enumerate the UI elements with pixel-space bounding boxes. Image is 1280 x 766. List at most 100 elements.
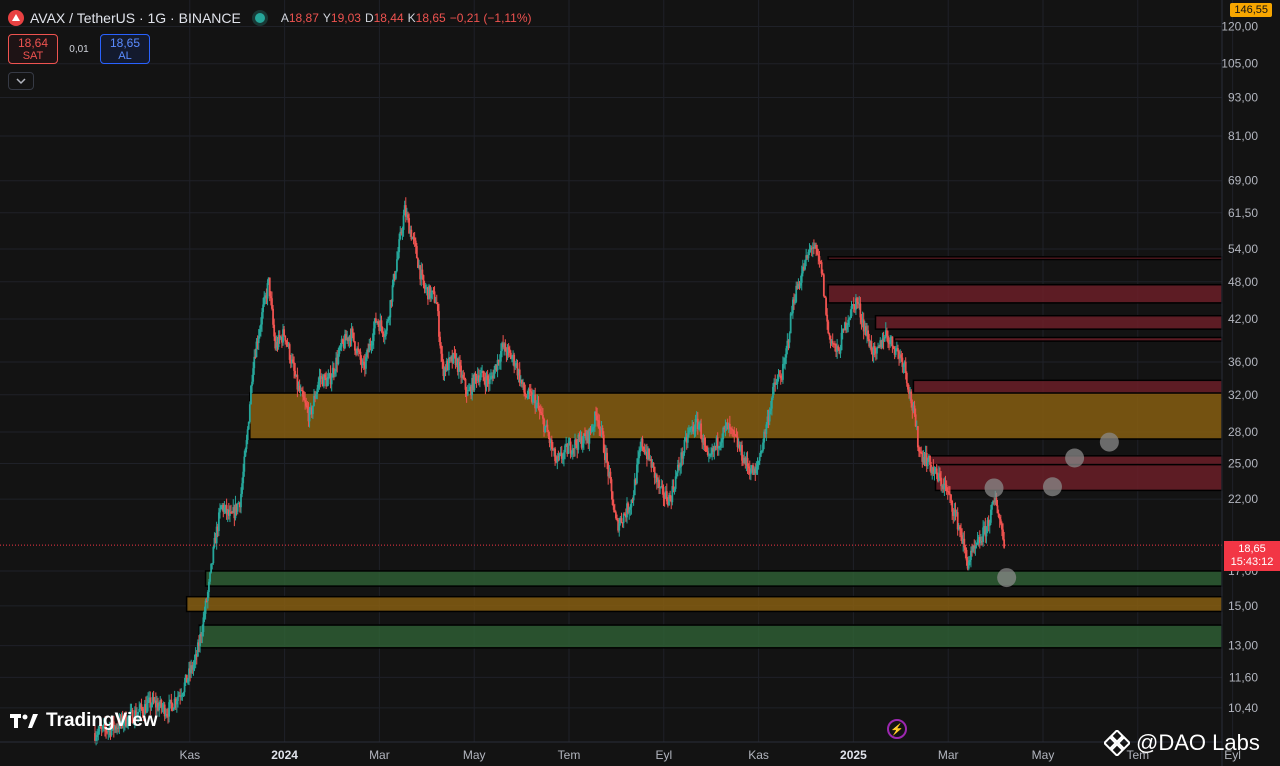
candle-up-body xyxy=(649,458,652,460)
candle-down-body xyxy=(665,491,668,502)
candle-up-body xyxy=(633,479,636,496)
candle-down-body xyxy=(191,665,194,670)
candle-up-body xyxy=(647,449,649,459)
ohlc-open: A18,87 xyxy=(280,11,319,25)
candle-down-body xyxy=(470,386,472,396)
candle-down-body xyxy=(952,511,955,516)
candle-up-body xyxy=(164,714,167,717)
candle-up-body xyxy=(559,452,562,454)
candle-up-body xyxy=(315,393,318,399)
candle-up-body xyxy=(745,457,748,465)
buy-label: AL xyxy=(118,50,132,62)
buy-button[interactable]: 18,65 AL xyxy=(100,34,150,64)
candle-up-body xyxy=(985,526,988,537)
candle-down-body xyxy=(627,503,629,513)
candle-down-body xyxy=(505,351,508,356)
collapse-legend-button[interactable] xyxy=(8,72,34,90)
candle-down-body xyxy=(971,550,973,552)
candle-up-body xyxy=(805,255,808,261)
candle-up-body xyxy=(220,505,222,510)
candle-down-body xyxy=(292,359,294,363)
candle-up-body xyxy=(582,433,585,444)
candle-up-body xyxy=(717,446,720,449)
candle-up-body xyxy=(384,330,387,337)
candle-down-body xyxy=(462,374,465,379)
candle-up-body xyxy=(937,473,940,481)
price-tick-label: 11,60 xyxy=(1229,670,1258,684)
candle-down-body xyxy=(779,375,782,379)
candle-up-body xyxy=(586,431,589,441)
candle-up-body xyxy=(267,277,270,284)
time-tick-label: Mar xyxy=(369,748,390,762)
candle-up-body xyxy=(527,389,530,397)
candle-down-body xyxy=(453,353,456,355)
candle-down-body xyxy=(99,726,102,729)
candle-up-body xyxy=(722,427,725,440)
candle-up-body xyxy=(368,344,371,353)
candle-up-body xyxy=(763,431,766,443)
candle-up-body xyxy=(626,503,628,518)
candle-down-body xyxy=(358,350,361,352)
candle-up-body xyxy=(512,354,514,359)
candle-down-body xyxy=(524,392,527,396)
candle-up-body xyxy=(127,716,130,726)
candle-up-body xyxy=(234,503,237,519)
candle-up-body xyxy=(794,301,796,304)
time-tick-label: Kas xyxy=(179,748,200,762)
candle-down-body xyxy=(905,373,908,384)
candle-up-body xyxy=(180,695,183,697)
candle-up-body xyxy=(849,316,852,319)
candle-down-body xyxy=(492,375,495,379)
candle-down-body xyxy=(298,385,301,392)
candle-down-body xyxy=(163,704,166,717)
candle-down-body xyxy=(930,465,933,474)
candle-up-body xyxy=(386,321,388,331)
candle-up-body xyxy=(396,259,398,272)
candle-down-body xyxy=(539,411,542,414)
candle-up-body xyxy=(102,723,105,727)
candle-up-body xyxy=(766,416,769,425)
candle-down-body xyxy=(925,453,928,467)
candle-down-body xyxy=(996,505,999,514)
candle-up-body xyxy=(146,702,148,713)
candle-up-body xyxy=(383,336,386,338)
candle-up-body xyxy=(138,709,141,713)
candle-down-body xyxy=(601,428,604,435)
candle-up-body xyxy=(445,360,448,372)
candle-down-body xyxy=(274,336,277,349)
candle-down-body xyxy=(435,302,438,305)
market-status-icon[interactable] xyxy=(254,13,265,23)
candle-up-body xyxy=(156,703,158,708)
candle-down-body xyxy=(367,349,370,353)
candle-up-body xyxy=(311,405,314,415)
candle-down-body xyxy=(575,439,578,446)
support-zone xyxy=(204,570,1223,587)
candle-down-body xyxy=(939,473,941,478)
candle-up-body xyxy=(715,437,718,447)
candle-down-body xyxy=(589,428,592,432)
candle-down-body xyxy=(999,519,1002,524)
candle-up-body xyxy=(807,251,810,259)
time-tick-label: Tem xyxy=(1126,748,1149,762)
lightning-icon[interactable]: ⚡ xyxy=(887,719,907,739)
candle-down-body xyxy=(451,356,454,363)
candle-down-body xyxy=(464,378,467,390)
candle-down-body xyxy=(459,362,461,366)
candle-up-body xyxy=(895,348,898,350)
candle-up-body xyxy=(570,453,573,455)
candle-up-body xyxy=(469,386,471,391)
candle-up-body xyxy=(128,716,131,718)
key-zone xyxy=(185,595,1223,613)
candle-up-body xyxy=(287,344,290,347)
price-axis[interactable]: 120,00 105,00 93,00 81,00 69,00 61,50 54,00 48,… xyxy=(1221,0,1258,766)
time-axis[interactable]: Kas 2024 Mar May Tem Eyl Kas 2025 Mar May Tem Eyl xyxy=(0,741,1241,762)
sell-button[interactable]: 18,64 SAT xyxy=(8,34,58,64)
candle-up-body xyxy=(553,448,555,450)
symbol-title[interactable]: AVAX / TetherUS · 1G · BINANCE xyxy=(30,10,241,26)
candle-down-body xyxy=(813,247,815,249)
candle-down-body xyxy=(670,498,673,503)
candle-down-body xyxy=(620,518,623,523)
candle-down-body xyxy=(572,448,575,450)
trade-panel: 18,64 SAT 0,01 18,65 AL xyxy=(8,34,150,64)
